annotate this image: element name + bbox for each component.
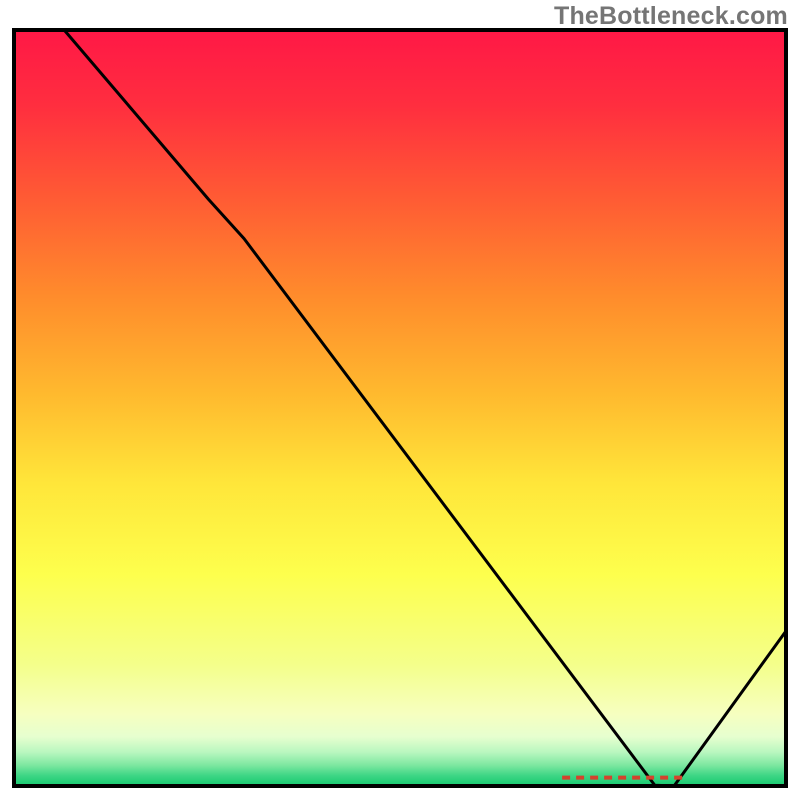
chart-frame: TheBottleneck.com [0, 0, 800, 800]
gradient-background [14, 30, 786, 786]
bottleneck-chart [0, 0, 800, 800]
plot-area [14, 30, 786, 786]
watermark-source: TheBottleneck.com [554, 2, 788, 31]
